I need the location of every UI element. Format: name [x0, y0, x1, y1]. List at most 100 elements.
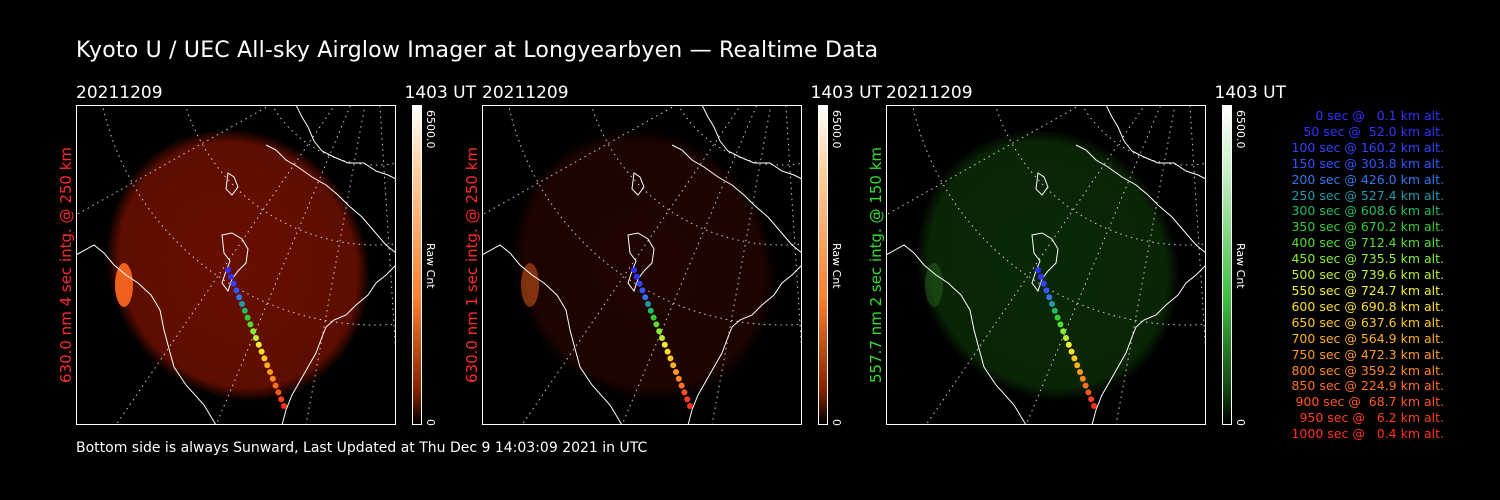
- trajectory-point: [675, 375, 682, 382]
- trajectory-point: [1063, 335, 1069, 341]
- trajectory-point: [1060, 328, 1067, 335]
- airglow-field: [105, 128, 371, 402]
- trajectory-point: [1043, 287, 1050, 294]
- colorbar-max: 6500.0: [424, 110, 437, 149]
- allsky-image: [76, 105, 396, 425]
- coastline: [687, 264, 802, 425]
- trajectory-point: [269, 375, 276, 382]
- trajectory-point: [1037, 273, 1044, 280]
- trajectory-point: [250, 328, 257, 335]
- legend-entry: 800 sec @ 359.2 km alt.: [1291, 362, 1444, 378]
- legend-entry: 900 sec @ 68.7 km alt.: [1295, 394, 1444, 410]
- legend-entry: 550 sec @ 724.7 km alt.: [1291, 282, 1444, 298]
- trajectory-point: [684, 396, 691, 403]
- grid-arc: [271, 105, 396, 166]
- legend-entry: 300 sec @ 608.6 km alt.: [1291, 203, 1444, 219]
- trajectory-point: [1057, 321, 1064, 328]
- panel-date: 20211209: [76, 83, 163, 103]
- coastline: [671, 144, 802, 254]
- trajectory-point: [656, 328, 663, 335]
- coastline: [1075, 144, 1206, 254]
- legend-entry: 150 sec @ 303.8 km alt.: [1291, 155, 1444, 171]
- grid-line: [785, 105, 802, 356]
- trajectory-point: [230, 280, 237, 287]
- grid-line: [1115, 105, 1176, 425]
- panel-time: 1403 UT: [810, 83, 883, 103]
- trajectory-point: [258, 348, 265, 355]
- legend-entry: 350 sec @ 670.2 km alt.: [1291, 219, 1444, 235]
- panel-time: 1403 UT: [404, 83, 477, 103]
- trajectory-point: [645, 301, 651, 307]
- colorbar-min: 0: [424, 419, 437, 426]
- trajectory-point: [1051, 307, 1058, 314]
- legend-entry: 500 sec @ 739.6 km alt.: [1291, 267, 1444, 283]
- airglow-panel-2: 20211209 1403 UT 630.0 nm 1 sec intg. @ …: [463, 83, 902, 433]
- grid-arc: [590, 105, 802, 246]
- trajectory-point: [642, 294, 649, 301]
- trajectory-point: [1082, 382, 1089, 389]
- trajectory-point: [1074, 362, 1081, 369]
- coastline: [1105, 105, 1206, 180]
- legend-entry: 750 sec @ 472.3 km alt.: [1291, 346, 1444, 362]
- coastline: [281, 264, 396, 425]
- trajectory-point: [1071, 355, 1078, 362]
- grid-line: [886, 105, 1082, 216]
- trajectory-point: [1054, 314, 1061, 321]
- trajectory-point: [1091, 403, 1097, 409]
- aurora-patch: [115, 263, 133, 307]
- trajectory-point: [636, 280, 643, 287]
- grid-arc: [184, 105, 396, 246]
- grid-line: [305, 105, 366, 425]
- trajectory-point: [241, 307, 248, 314]
- grid-line: [482, 105, 678, 216]
- trajectory-point: [278, 396, 285, 403]
- trajectory-point: [236, 294, 243, 301]
- legend-entry: 50 sec @ 52.0 km alt.: [1303, 123, 1444, 139]
- allsky-image: [482, 105, 802, 425]
- coastline: [482, 244, 623, 425]
- airglow-panel-3: 20211209 1403 UT 557.7 nm 2 sec intg. @ …: [867, 83, 1306, 433]
- coastline: [265, 144, 396, 254]
- trajectory-point: [1065, 341, 1072, 348]
- legend-entry: 250 sec @ 527.4 km alt.: [1291, 187, 1444, 203]
- airglow-field: [915, 128, 1181, 402]
- colorbar: [1222, 105, 1232, 425]
- grid-arc: [994, 105, 1206, 246]
- trajectory-point: [1085, 389, 1092, 396]
- coastline: [701, 105, 802, 180]
- trajectory-point: [1088, 396, 1095, 403]
- grid-line: [379, 105, 396, 356]
- legend-entry: 100 sec @ 160.2 km alt.: [1291, 139, 1444, 155]
- colorbar-max: 6500.0: [830, 110, 843, 149]
- trajectory-point: [661, 341, 668, 348]
- trajectory-point: [225, 267, 231, 273]
- colorbar-unit: Raw Cnt: [1234, 243, 1247, 289]
- legend-entry: 1000 sec @ 0.4 km alt.: [1291, 426, 1444, 442]
- colorbar-unit: Raw Cnt: [424, 243, 437, 289]
- trajectory-point: [673, 369, 679, 375]
- trajectory-point: [650, 314, 657, 321]
- coastline: [886, 244, 1027, 425]
- trajectory-point: [667, 355, 674, 362]
- trajectory-point: [678, 382, 685, 389]
- trajectory-point: [1035, 267, 1041, 273]
- coastline: [1091, 264, 1206, 425]
- trajectory-point: [255, 341, 262, 348]
- trajectory-point: [272, 382, 279, 389]
- trajectory-point: [1068, 348, 1075, 355]
- trajectory-point: [647, 307, 654, 314]
- trajectory-point: [227, 273, 234, 280]
- legend-entry: 950 sec @ 6.2 km alt.: [1299, 410, 1444, 426]
- allsky-image: [886, 105, 1206, 425]
- trajectory-point: [1040, 280, 1047, 287]
- trajectory-point: [239, 301, 245, 307]
- panel-ylabel: 630.0 nm 1 sec intg. @ 250 km: [463, 146, 481, 384]
- trajectory-point: [639, 287, 646, 294]
- trajectory-point: [1049, 301, 1055, 307]
- page-title: Kyoto U / UEC All-sky Airglow Imager at …: [76, 38, 879, 63]
- trajectory-point: [253, 335, 259, 341]
- aurora-patch: [925, 263, 943, 307]
- legend-entry: 0 sec @ 0.1 km alt.: [1315, 108, 1444, 123]
- airglow-panel-1: 20211209 1403 UT 630.0 nm 4 sec intg. @ …: [57, 83, 496, 433]
- grid-arc: [1081, 105, 1206, 166]
